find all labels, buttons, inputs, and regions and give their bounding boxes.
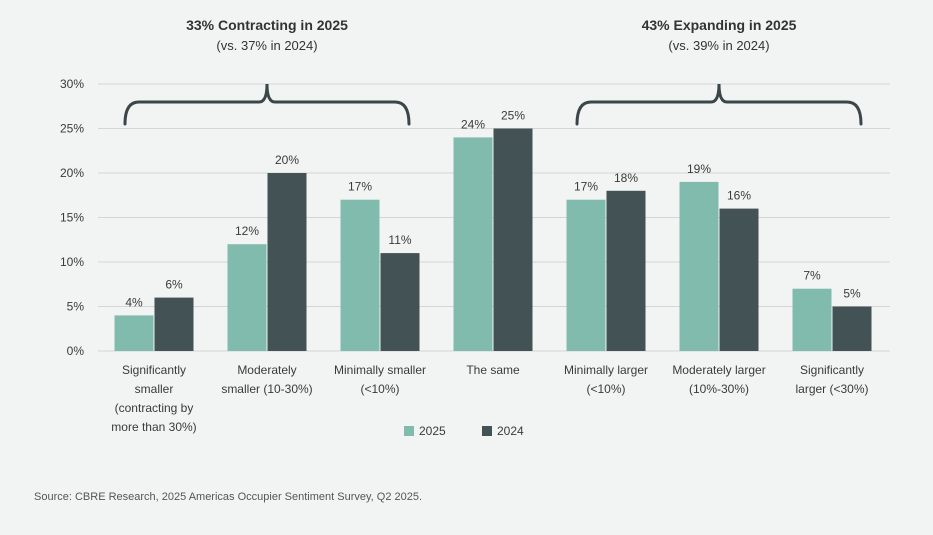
source-note: Source: CBRE Research, 2025 Americas Occ…: [34, 491, 422, 503]
y-tick-label: 15%: [60, 211, 84, 225]
bar-value-label: 19%: [687, 162, 711, 176]
bar-value-label: 17%: [348, 180, 372, 194]
y-tick-label: 10%: [60, 255, 84, 269]
bar-2024: [380, 253, 420, 351]
bar-value-label: 12%: [235, 224, 259, 238]
bars: [114, 128, 872, 351]
bar-2025: [566, 199, 606, 351]
bar-value-label: 5%: [843, 287, 861, 301]
legend-swatch: [482, 426, 492, 436]
bar-value-label: 25%: [501, 109, 525, 123]
bar-2025: [114, 315, 154, 351]
bar-value-label: 16%: [727, 189, 751, 203]
bar-2025: [453, 137, 493, 351]
annotation-title: 33% Contracting in 2025: [186, 17, 348, 33]
x-tick-label: The same: [466, 363, 520, 377]
annotation-bracket: [575, 83, 863, 126]
bar-value-label: 7%: [803, 269, 821, 283]
legend-label: 2025: [419, 424, 446, 438]
annotation-bracket: [123, 83, 411, 126]
bar-value-label: 18%: [614, 171, 638, 185]
bar-2024: [606, 190, 646, 351]
x-axis-labels: Significantly smaller (contracting by more …: [111, 363, 868, 434]
x-tick-label: Minimally larger (<10%): [564, 363, 648, 396]
y-tick-label: 5%: [67, 300, 85, 314]
bar-value-label: 4%: [125, 295, 143, 309]
bar-2025: [227, 244, 267, 351]
x-tick-label: Minimally smaller (<10%): [334, 363, 426, 396]
y-tick-label: 25%: [60, 122, 84, 136]
x-tick-label: Moderately larger (10%-30%): [672, 363, 765, 396]
annotations: 33% Contracting in 2025 (vs. 37% in 2024)…: [123, 17, 863, 126]
annotation-title: 43% Expanding in 2025: [642, 17, 797, 33]
bar-value-label: 24%: [461, 117, 485, 131]
y-tick-label: 20%: [60, 166, 84, 180]
bar-value-label: 20%: [275, 153, 299, 167]
annotation-subtitle: (vs. 39% in 2024): [668, 38, 769, 53]
bar-2025: [679, 181, 719, 351]
bar-2024: [267, 173, 307, 351]
bar-2025: [340, 199, 380, 351]
x-tick-label: Significantly smaller (contracting by more …: [111, 363, 196, 434]
y-axis-ticks: 0% 5% 10% 15% 20% 25% 30%: [60, 77, 84, 358]
bar-value-label: 17%: [574, 180, 598, 194]
legend-label: 2024: [497, 424, 524, 438]
annotation-subtitle: (vs. 37% in 2024): [216, 38, 317, 53]
x-tick-label: Significantly larger (<30%): [795, 363, 868, 396]
bar-labels: 4% 6% 12% 20% 17% 11% 24% 25% 17% 18% 19% 16% 7% 5%: [125, 109, 861, 310]
bar-2024: [832, 306, 872, 351]
bar-2024: [719, 208, 759, 351]
legend-swatch: [404, 426, 414, 436]
bar-2025: [792, 288, 832, 351]
y-tick-label: 30%: [60, 77, 84, 91]
bar-value-label: 11%: [388, 233, 411, 247]
bar-2024: [493, 128, 533, 351]
x-tick-label: Moderately smaller (10-30%): [221, 363, 312, 396]
y-tick-label: 0%: [67, 344, 85, 358]
bar-2024: [154, 297, 194, 351]
bar-value-label: 6%: [165, 278, 183, 292]
legend: 2025 2024: [404, 424, 524, 438]
